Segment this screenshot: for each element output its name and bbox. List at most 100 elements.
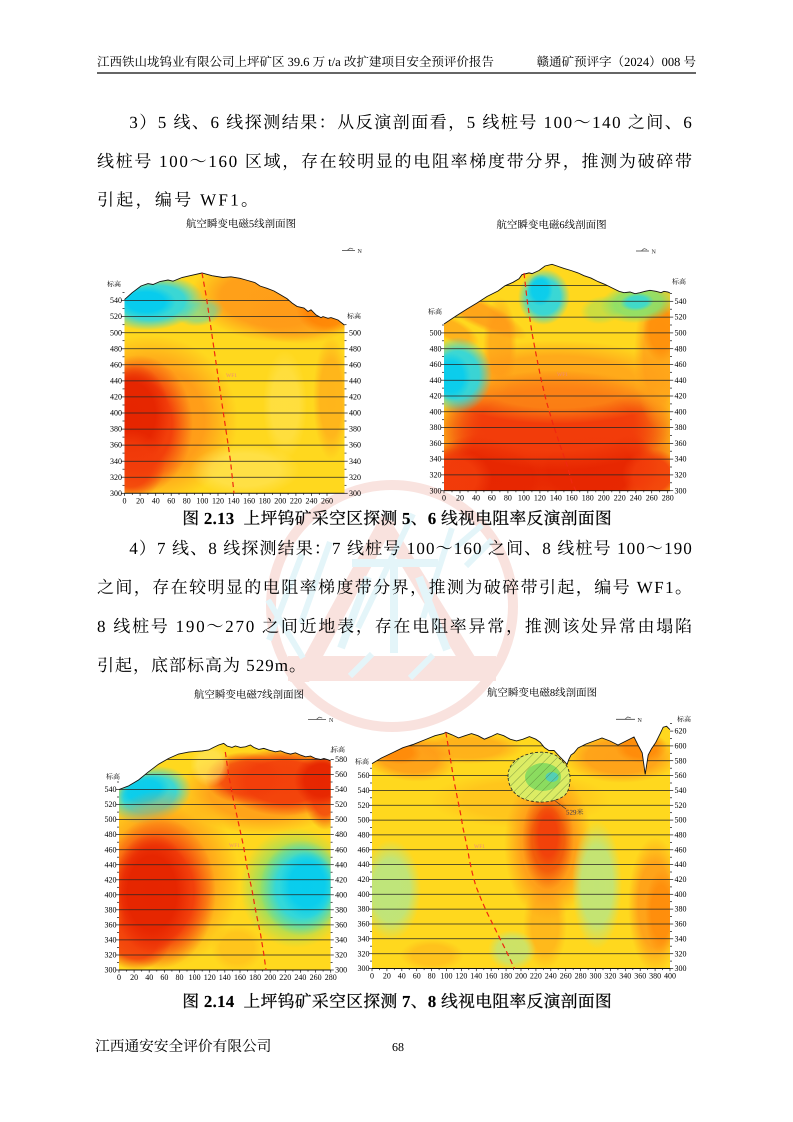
svg-text:320: 320: [430, 471, 442, 480]
svg-text:80: 80: [183, 496, 191, 505]
svg-text:80: 80: [428, 972, 436, 981]
svg-text:360: 360: [634, 972, 646, 981]
svg-text:200: 200: [264, 973, 276, 982]
svg-text:240: 240: [545, 972, 557, 981]
svg-text:220: 220: [614, 494, 626, 503]
svg-text:320: 320: [349, 473, 361, 482]
svg-text:400: 400: [675, 890, 687, 899]
svg-text:220: 220: [279, 973, 291, 982]
svg-text:80: 80: [176, 973, 184, 982]
svg-text:380: 380: [349, 425, 361, 434]
svg-text:440: 440: [335, 860, 347, 869]
svg-text:400: 400: [105, 890, 117, 899]
svg-text:300: 300: [335, 966, 347, 975]
svg-text:420: 420: [358, 875, 370, 884]
svg-text:20: 20: [383, 972, 391, 981]
svg-text:540: 540: [675, 297, 687, 306]
svg-text:320: 320: [604, 972, 616, 981]
svg-text:540: 540: [675, 786, 687, 795]
svg-text:20: 20: [130, 973, 138, 982]
svg-text:40: 40: [472, 494, 480, 503]
svg-text:260: 260: [321, 496, 333, 505]
svg-text:240: 240: [294, 973, 306, 982]
svg-text:120: 120: [455, 972, 467, 981]
svg-text:320: 320: [105, 951, 117, 960]
svg-text:260: 260: [560, 972, 572, 981]
svg-text:220: 220: [530, 972, 542, 981]
svg-text:420: 420: [675, 875, 687, 884]
svg-text:520: 520: [358, 801, 370, 810]
svg-text:280: 280: [662, 494, 674, 503]
svg-text:460: 460: [335, 845, 347, 854]
svg-text:100: 100: [189, 973, 201, 982]
svg-text:300: 300: [675, 964, 687, 973]
svg-text:480: 480: [430, 344, 442, 353]
svg-text:460: 460: [675, 360, 687, 369]
svg-text:180: 180: [582, 494, 594, 503]
svg-text:20: 20: [136, 496, 144, 505]
svg-text:100: 100: [518, 494, 530, 503]
svg-text:480: 480: [335, 830, 347, 839]
svg-text:40: 40: [145, 973, 153, 982]
svg-text:500: 500: [675, 329, 687, 338]
svg-text:560: 560: [675, 771, 687, 780]
svg-text:540: 540: [105, 785, 117, 794]
svg-text:100: 100: [441, 972, 453, 981]
svg-text:340: 340: [110, 457, 122, 466]
svg-text:WF1: WF1: [229, 843, 240, 849]
svg-text:340: 340: [335, 936, 347, 945]
svg-text:480: 480: [105, 830, 117, 839]
svg-text:320: 320: [358, 949, 370, 958]
svg-text:420: 420: [675, 392, 687, 401]
svg-text:360: 360: [430, 439, 442, 448]
svg-text:300: 300: [349, 489, 361, 498]
svg-text:160: 160: [485, 972, 497, 981]
svg-text:340: 340: [619, 972, 631, 981]
svg-text:80: 80: [504, 494, 512, 503]
svg-text:340: 340: [675, 455, 687, 464]
svg-text:340: 340: [349, 457, 361, 466]
svg-text:300: 300: [105, 966, 117, 975]
svg-text:460: 460: [430, 360, 442, 369]
svg-text:500: 500: [335, 815, 347, 824]
svg-text:420: 420: [105, 875, 117, 884]
svg-text:200: 200: [598, 494, 610, 503]
svg-text:380: 380: [675, 423, 687, 432]
svg-text:380: 380: [105, 905, 117, 914]
svg-text:320: 320: [335, 951, 347, 960]
svg-text:WF1: WF1: [474, 844, 485, 850]
svg-text:380: 380: [358, 905, 370, 914]
svg-text:520: 520: [675, 313, 687, 322]
svg-text:0: 0: [117, 973, 121, 982]
svg-text:400: 400: [110, 409, 122, 418]
svg-text:240: 240: [630, 494, 642, 503]
svg-text:380: 380: [675, 905, 687, 914]
svg-text:420: 420: [335, 875, 347, 884]
svg-text:480: 480: [675, 344, 687, 353]
svg-text:140: 140: [219, 973, 231, 982]
svg-text:440: 440: [105, 860, 117, 869]
svg-text:540: 540: [110, 296, 122, 305]
svg-text:300: 300: [430, 486, 442, 495]
svg-text:120: 120: [534, 494, 546, 503]
svg-text:180: 180: [249, 973, 261, 982]
svg-text:400: 400: [335, 890, 347, 899]
svg-text:500: 500: [675, 816, 687, 825]
svg-text:140: 140: [470, 972, 482, 981]
svg-text:620: 620: [675, 727, 687, 736]
svg-text:320: 320: [110, 473, 122, 482]
svg-text:420: 420: [349, 393, 361, 402]
svg-text:300: 300: [590, 972, 602, 981]
svg-text:320: 320: [675, 949, 687, 958]
svg-text:160: 160: [566, 494, 578, 503]
svg-text:520: 520: [105, 800, 117, 809]
svg-text:460: 460: [358, 845, 370, 854]
svg-text:360: 360: [335, 921, 347, 930]
svg-text:460: 460: [110, 360, 122, 369]
svg-text:460: 460: [675, 845, 687, 854]
svg-text:580: 580: [335, 755, 347, 764]
svg-text:WF1: WF1: [226, 373, 237, 379]
svg-text:160: 160: [234, 973, 246, 982]
svg-text:560: 560: [358, 771, 370, 780]
svg-text:220: 220: [290, 496, 302, 505]
